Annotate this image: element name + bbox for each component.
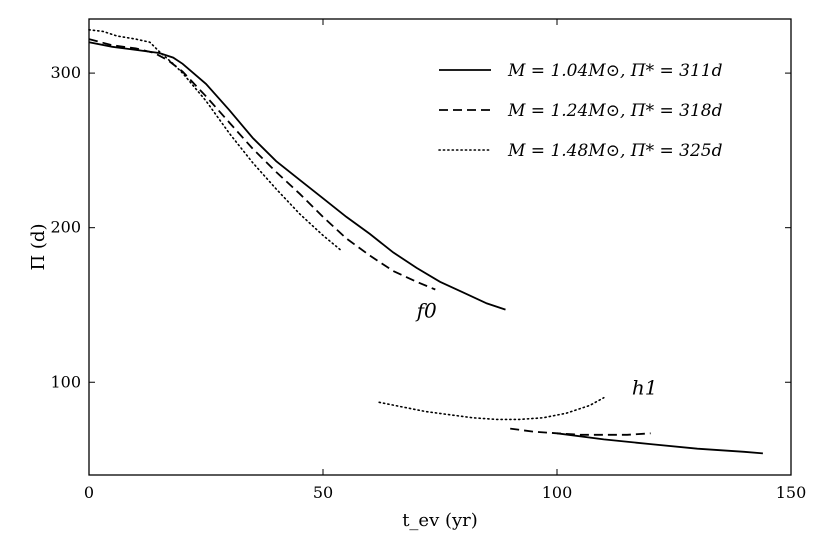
y-axis-label: Π (d) <box>28 224 49 271</box>
legend: M = 1.04M⊙, Π* = 311d M = 1.24M⊙, Π* = 31… <box>438 61 723 161</box>
y-tick-label: 300 <box>50 63 81 82</box>
x-axis-label: t_ev (yr) <box>402 510 478 531</box>
annotation-f0: f0 <box>415 298 437 322</box>
legend-entry-label: M = 1.48M⊙, Π* = 325d <box>507 141 723 161</box>
series-2-h1-line <box>510 427 651 436</box>
series-1-f0-line <box>88 41 506 311</box>
x-tick-label: 100 <box>542 483 573 502</box>
x-tick-label: 50 <box>313 483 333 502</box>
plot-frame <box>88 18 792 476</box>
series-1-h1-line <box>556 432 763 455</box>
series-3-f0-line <box>88 28 343 252</box>
y-tick-label: 200 <box>50 218 81 237</box>
legend-entry-label: M = 1.04M⊙, Π* = 311d <box>507 61 723 81</box>
axis-ticks: 0 50 100 150 100 200 300 <box>50 19 806 502</box>
x-tick-label: 150 <box>776 483 807 502</box>
series-3-h1-line <box>378 396 605 421</box>
y-tick-label: 100 <box>50 372 81 391</box>
x-tick-label: 0 <box>84 483 94 502</box>
annotation-h1: h1 <box>632 376 658 400</box>
plot-area <box>88 28 763 455</box>
series-2-f0-line <box>88 38 436 291</box>
legend-entry-label: M = 1.24M⊙, Π* = 318d <box>507 101 723 121</box>
